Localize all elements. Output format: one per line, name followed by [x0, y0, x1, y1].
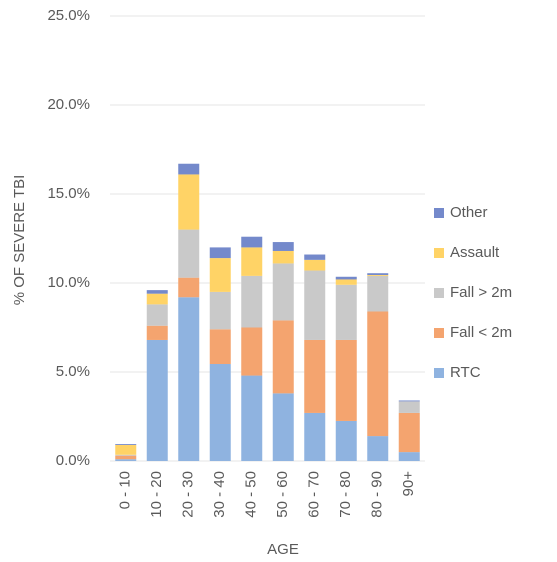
bar-segment	[304, 270, 326, 340]
bar-segment	[367, 274, 389, 276]
x-tick-label: 70 - 80	[337, 471, 354, 518]
legend-swatch	[434, 368, 444, 378]
bar-segment	[304, 259, 326, 271]
bar-segment	[115, 459, 137, 461]
legend-label: Fall < 2m	[450, 324, 512, 341]
bar-segment	[146, 304, 168, 326]
x-tick-label: 60 - 70	[306, 471, 323, 518]
bar-segment	[209, 291, 231, 330]
bar-segment	[209, 247, 231, 259]
bar-segment	[398, 452, 420, 461]
bar-segment	[241, 275, 263, 328]
bar-segment	[304, 412, 326, 461]
bar-segment	[241, 236, 263, 248]
bar-segment	[178, 229, 200, 278]
bar-segment	[367, 311, 389, 437]
bar-segment	[146, 293, 168, 305]
bar-segment	[335, 339, 357, 421]
bar-segment	[241, 375, 263, 461]
legend-swatch	[434, 288, 444, 298]
bar-segment	[209, 329, 231, 364]
legend-label: Assault	[450, 244, 500, 261]
bar-segment	[146, 290, 168, 294]
bar-segment	[398, 400, 420, 402]
bar-segment	[335, 276, 357, 280]
bar-segment	[367, 275, 389, 312]
legend-label: RTC	[450, 364, 481, 381]
bar-segment	[304, 339, 326, 413]
y-tick-label: 5.0%	[56, 363, 90, 380]
y-tick-label: 10.0%	[47, 274, 90, 291]
x-tick-label: 50 - 60	[274, 471, 291, 518]
x-tick-label: 0 - 10	[117, 471, 134, 509]
x-tick-label: 30 - 40	[211, 471, 228, 518]
legend-label: Fall > 2m	[450, 284, 512, 301]
bar-segment	[335, 420, 357, 461]
x-axis-title: AGE	[267, 541, 299, 558]
bar-segment	[272, 320, 294, 394]
bar-segment	[115, 444, 137, 455]
bar-segment	[272, 250, 294, 264]
x-tick-label: 20 - 30	[180, 471, 197, 518]
x-tick-label: 90+	[400, 471, 417, 497]
bar-segment	[335, 284, 357, 340]
bar-segment	[146, 325, 168, 340]
legend-swatch	[434, 328, 444, 338]
legend-swatch	[434, 208, 444, 218]
bar-segment	[146, 339, 168, 461]
bar-segment	[178, 277, 200, 298]
bar-segment	[115, 455, 137, 460]
y-tick-label: 25.0%	[47, 7, 90, 24]
bar-segment	[241, 327, 263, 376]
bar-segment	[335, 279, 357, 285]
bar-segment	[209, 258, 231, 292]
bar-segment	[398, 412, 420, 453]
bar-segment	[178, 297, 200, 461]
bar-segment	[304, 254, 326, 260]
bar-segment	[272, 393, 294, 461]
y-tick-label: 15.0%	[47, 185, 90, 202]
bar-segment	[241, 247, 263, 276]
x-tick-label: 80 - 90	[369, 471, 386, 518]
bar-segment	[398, 401, 420, 413]
x-tick-label: 10 - 20	[148, 471, 165, 518]
bar-segment	[115, 454, 137, 456]
bar-segment	[367, 273, 389, 275]
y-axis-title: % OF SEVERE TBI	[11, 175, 28, 306]
legend-label: Other	[450, 204, 488, 221]
y-tick-label: 0.0%	[56, 452, 90, 469]
bar-segment	[178, 174, 200, 230]
legend-swatch	[434, 248, 444, 258]
bar-segment	[178, 163, 200, 175]
bar-segment	[272, 263, 294, 321]
bar-segment	[367, 436, 389, 461]
x-tick-label: 40 - 50	[243, 471, 260, 518]
bar-segment	[115, 444, 137, 445]
y-tick-label: 20.0%	[47, 96, 90, 113]
bar-segment	[209, 363, 231, 461]
bar-segment	[272, 242, 294, 251]
